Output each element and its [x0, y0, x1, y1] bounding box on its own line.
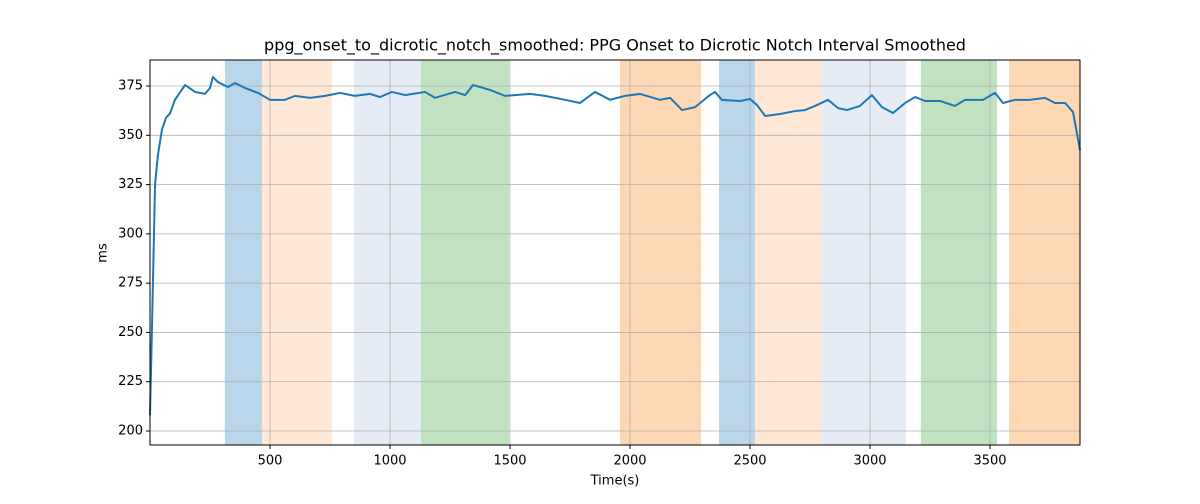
x-tick-label: 2500 [733, 454, 766, 469]
chart-title: ppg_onset_to_dicrotic_notch_smoothed: PP… [264, 36, 966, 56]
y-tick-label: 200 [118, 424, 143, 439]
y-tick-label: 275 [118, 276, 143, 291]
shaded-span [755, 60, 822, 445]
shaded-span [224, 60, 263, 445]
x-tick-label: 3000 [853, 454, 886, 469]
x-tick-label: 1000 [373, 454, 406, 469]
y-tick-label: 225 [118, 374, 143, 389]
x-tick-label: 3500 [973, 454, 1006, 469]
shaded-span [420, 60, 510, 445]
x-tick-label: 2000 [613, 454, 646, 469]
y-tick-label: 350 [118, 128, 143, 143]
y-axis-label: ms [96, 243, 111, 263]
shaded-span [719, 60, 756, 445]
shaded-span [822, 60, 906, 445]
shaded-span [354, 60, 421, 445]
y-tick-label: 325 [118, 177, 143, 192]
shaded-span [920, 60, 997, 445]
shaded-span [619, 60, 702, 445]
x-tick-label: 1500 [493, 454, 526, 469]
y-tick-label: 300 [118, 226, 143, 241]
y-tick-label: 375 [118, 79, 143, 94]
plot-frame [149, 59, 1081, 446]
x-tick-label: 500 [258, 454, 283, 469]
x-axis-label: Time(s) [590, 474, 640, 489]
shaded-span [262, 60, 332, 445]
y-tick-label: 250 [118, 325, 143, 340]
data-line [149, 75, 1081, 416]
shaded-span [1008, 60, 1080, 445]
